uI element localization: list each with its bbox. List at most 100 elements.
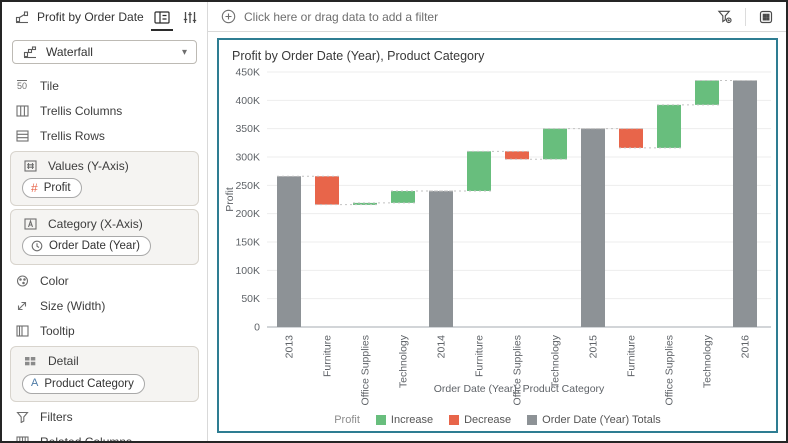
tile-icon xyxy=(14,80,30,91)
x-tick-label: Office Supplies xyxy=(360,335,372,405)
visualization-panel[interactable]: Profit by Order Date (Year), Product Cat… xyxy=(217,38,778,433)
sidebar-item-related-columns[interactable]: Related Columns xyxy=(2,430,207,441)
legend-item-increase[interactable]: Increase xyxy=(375,414,433,426)
size-width-icon xyxy=(14,300,30,312)
waterfall-chart[interactable]: 0 50K 100K 150K 200K 250K 300K 350K 400K 450K 2013… xyxy=(219,40,776,408)
color-icon xyxy=(14,274,30,287)
chart-type-dropdown[interactable]: Waterfall xyxy=(12,40,197,64)
waterfall-bar-2016[interactable] xyxy=(733,80,757,328)
y-tick-label: 50K xyxy=(241,293,260,305)
sidebar-item-color[interactable]: Color xyxy=(2,268,207,293)
y-tick-label: 300K xyxy=(235,152,260,164)
pill-order-date-year[interactable]: Order Date (Year) xyxy=(22,236,151,256)
sidebar-item-detail[interactable]: Detail xyxy=(17,348,192,373)
filter-bar[interactable]: Click here or drag data to add a filter xyxy=(208,2,786,32)
x-tick-label: 2015 xyxy=(588,335,600,359)
x-tick-label: Technology xyxy=(398,334,410,388)
sidebar-item-filters[interactable]: Filters xyxy=(2,405,207,430)
chevron-down-icon xyxy=(182,47,187,58)
waterfall-bar-technology[interactable] xyxy=(543,128,567,160)
filter-bar-placeholder: Click here or drag data to add a filter xyxy=(244,9,439,24)
sidebar-item-values-y-axis[interactable]: Values (Y-Axis) xyxy=(17,153,192,178)
sidebar-item-tooltip[interactable]: Tooltip xyxy=(2,318,207,343)
waterfall-bar-office-supplies[interactable] xyxy=(353,202,377,205)
sidebar-section-values: Values (Y-Axis) Profit xyxy=(10,151,199,206)
trellis-columns-icon xyxy=(14,104,30,117)
sidebar-item-size-width[interactable]: Size (Width) xyxy=(2,293,207,318)
canvas-layout-icon[interactable] xyxy=(758,9,774,25)
y-tick-label: 200K xyxy=(235,208,260,220)
add-filter-icon xyxy=(220,9,236,24)
x-tick-label: Furniture xyxy=(626,335,638,377)
totals-swatch xyxy=(527,415,538,425)
legend-item-decrease[interactable]: Decrease xyxy=(449,414,511,426)
waterfall-bar-technology[interactable] xyxy=(695,80,719,105)
panel-title: Profit by Order Date (Year), Pr... xyxy=(37,10,147,24)
x-tick-label: 2013 xyxy=(284,335,296,359)
main-area: Click here or drag data to add a filter … xyxy=(208,2,786,441)
detail-icon xyxy=(22,355,38,367)
legend-item-totals[interactable]: Order Date (Year) Totals xyxy=(527,414,661,426)
x-tick-label: Technology xyxy=(702,334,714,388)
x-tick-label: Office Supplies xyxy=(664,335,676,405)
sidebar-item-tile[interactable]: Tile xyxy=(2,73,207,98)
x-axis-title: Order Date (Year), Product Category xyxy=(434,383,605,395)
y-tick-label: 250K xyxy=(235,180,260,192)
x-tick-label: Technology xyxy=(550,334,562,388)
chart-title: Profit by Order Date (Year), Product Cat… xyxy=(232,49,485,63)
y-tick-label: 350K xyxy=(235,123,260,135)
x-tick-label: 2016 xyxy=(740,335,752,359)
y-axis-title: Profit xyxy=(224,187,236,212)
waterfall-bar-office-supplies[interactable] xyxy=(505,151,529,160)
related-columns-icon xyxy=(14,436,30,441)
x-tick-label: 2014 xyxy=(436,335,448,359)
y-tick-label: 150K xyxy=(235,237,260,249)
waterfall-bar-2013[interactable] xyxy=(277,176,301,327)
y-tick-label: 100K xyxy=(235,265,260,277)
visualization-icon xyxy=(14,10,30,24)
pill-profit[interactable]: Profit xyxy=(22,178,82,198)
sidebar-item-category-x-axis[interactable]: Category (X-Axis) xyxy=(17,211,192,236)
x-tick-label: Furniture xyxy=(322,335,334,377)
y-tick-label: 0 xyxy=(254,322,260,334)
number-icon xyxy=(31,182,38,194)
canvas: Profit by Order Date (Year), Product Cat… xyxy=(208,32,786,441)
waterfall-bar-office-supplies[interactable] xyxy=(657,104,681,148)
waterfall-bar-technology[interactable] xyxy=(391,191,415,203)
clock-icon xyxy=(31,240,43,252)
grammar-panel-icon[interactable] xyxy=(151,10,173,31)
toolbar-divider xyxy=(745,7,746,26)
legend-title: Profit xyxy=(334,414,360,426)
y-tick-label: 450K xyxy=(235,67,260,79)
sidebar-header: Profit by Order Date (Year), Pr... xyxy=(2,2,207,32)
grammar-list: Tile Trellis Columns Trellis Rows xyxy=(2,71,207,441)
grammar-sidebar: Profit by Order Date (Year), Pr... Water xyxy=(2,2,208,441)
waterfall-icon xyxy=(22,45,38,59)
waterfall-bar-furniture[interactable] xyxy=(467,151,491,191)
x-tick-label: Office Supplies xyxy=(512,335,524,405)
pill-product-category[interactable]: Product Category xyxy=(22,373,145,394)
waterfall-bar-furniture[interactable] xyxy=(315,176,339,205)
x-tick-label: Furniture xyxy=(474,335,486,377)
chart-type-value: Waterfall xyxy=(46,45,93,59)
filters-icon xyxy=(14,411,30,423)
filter-funnel-icon[interactable] xyxy=(717,9,733,25)
waterfall-bar-2014[interactable] xyxy=(429,191,453,327)
tooltip-icon xyxy=(14,324,30,337)
waterfall-bar-furniture[interactable] xyxy=(619,128,643,148)
trellis-rows-icon xyxy=(14,129,30,142)
properties-icon[interactable] xyxy=(183,11,197,24)
sidebar-item-trellis-columns[interactable]: Trellis Columns xyxy=(2,98,207,123)
sidebar-toolbar xyxy=(151,10,197,31)
text-attribute-icon xyxy=(31,378,38,389)
y-tick-label: 400K xyxy=(235,95,260,107)
waterfall-bar-2015[interactable] xyxy=(581,128,605,327)
values-y-axis-icon xyxy=(22,159,38,172)
category-x-axis-icon xyxy=(22,217,38,230)
chart-legend: Profit Increase Decrease Order Date (Yea… xyxy=(219,414,776,426)
sidebar-section-category: Category (X-Axis) Order Date (Year) xyxy=(10,209,199,265)
decrease-swatch xyxy=(449,415,460,425)
sidebar-section-detail: Detail Product Category xyxy=(10,346,199,402)
sidebar-item-trellis-rows[interactable]: Trellis Rows xyxy=(2,123,207,148)
